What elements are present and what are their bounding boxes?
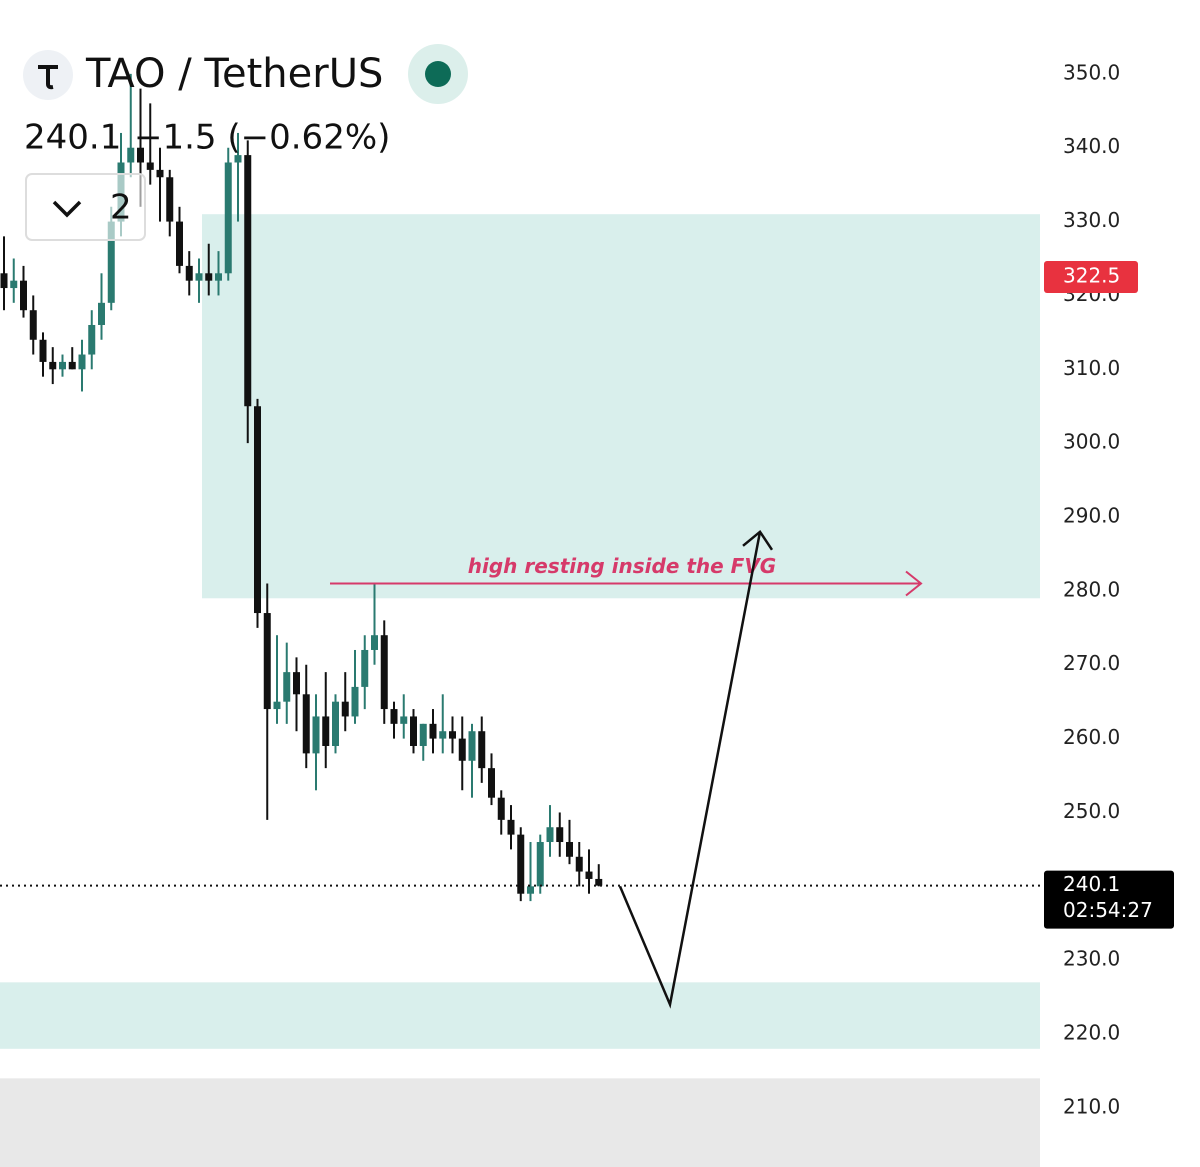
candle-body [29, 310, 37, 340]
annotation-text: high resting inside the FVG [468, 554, 776, 578]
zone [0, 982, 1040, 1049]
candle-body [585, 871, 593, 879]
candle-body [419, 723, 427, 746]
zone [0, 1078, 1040, 1167]
y-tick-label: 310.0 [1063, 356, 1120, 380]
countdown-label: 02:54:27 [1063, 898, 1153, 922]
y-tick-label: 260.0 [1063, 725, 1120, 749]
candle-body [176, 221, 183, 266]
candle-body [361, 649, 369, 687]
y-tick-label: 300.0 [1063, 430, 1120, 454]
candle-body [234, 155, 242, 163]
candle-body [322, 716, 330, 746]
candle-body [205, 273, 213, 281]
y-tick-label: 270.0 [1063, 651, 1120, 675]
plot-area: high resting inside the FVG [0, 73, 1040, 1167]
chevron[interactable] [52, 200, 82, 218]
candle-body [312, 716, 320, 754]
candle-body [497, 797, 505, 820]
annotation-arrowhead [905, 570, 923, 597]
candle-body [39, 339, 47, 362]
candle-body [400, 716, 408, 724]
candle-body [595, 878, 603, 886]
candle-body [380, 635, 388, 710]
current-price-tag [1044, 870, 1174, 929]
y-tick-label: 340.0 [1063, 134, 1120, 158]
candle-body [146, 162, 154, 170]
interval-dropdown[interactable] [25, 173, 146, 241]
candle-body [59, 361, 66, 370]
candle-body [390, 709, 398, 724]
y-tick-label: 220.0 [1063, 1021, 1120, 1045]
candle-body [156, 169, 164, 178]
y-tick-label: 290.0 [1063, 504, 1120, 528]
candle-body [449, 731, 456, 739]
candle-body [88, 324, 96, 355]
candle-body [185, 265, 193, 281]
y-tick-label: 280.0 [1063, 577, 1120, 601]
candle-body [224, 162, 232, 274]
candle-body [575, 856, 583, 872]
candle-body [78, 354, 86, 370]
candle-body [517, 834, 525, 894]
current-price-label: 240.1 [1063, 872, 1120, 896]
y-tick-label: 250.0 [1063, 799, 1120, 823]
status-dot [425, 61, 451, 87]
y-tick-label: 230.0 [1063, 947, 1120, 971]
symbol-glyph [38, 65, 58, 90]
alert-price-tag [1044, 260, 1138, 293]
candle-body [0, 273, 8, 289]
candle-body [166, 177, 174, 222]
candle-body [10, 280, 18, 289]
candle-body [302, 694, 310, 754]
candle-body [20, 280, 27, 311]
candle-body [410, 716, 417, 746]
candle-body [137, 147, 144, 163]
candle-body [68, 361, 76, 370]
candle-body [244, 155, 252, 407]
y-tick-label: 330.0 [1063, 208, 1120, 232]
interval-count[interactable]: 2 [110, 188, 132, 228]
candle-body [263, 613, 271, 710]
candle-body [507, 819, 515, 835]
candle-body [107, 221, 115, 303]
candle-body [195, 273, 203, 281]
candle-body [49, 361, 57, 370]
y-tick-label: 350.0 [1063, 60, 1120, 84]
candle-body [556, 827, 564, 843]
projection-arrowhead [742, 529, 774, 551]
candle-body [254, 406, 261, 614]
alert-price-label: 322.5 [1063, 263, 1120, 287]
candle-body [351, 686, 359, 717]
candle-body [429, 723, 437, 739]
candle-body [536, 842, 544, 887]
price-change: −1.5 (−0.62%) [134, 118, 390, 158]
candle-body [458, 738, 466, 761]
candle-body [371, 635, 378, 650]
candle-body [488, 768, 495, 798]
candle-body [341, 701, 349, 717]
candle-body [98, 302, 105, 325]
y-tick-label: 210.0 [1063, 1094, 1120, 1118]
candle-body [527, 886, 534, 894]
last-price: 240.1 [24, 118, 121, 158]
candle-body [273, 701, 281, 710]
candle-body [439, 731, 447, 739]
candle-body [127, 147, 135, 163]
candle-body [293, 672, 300, 695]
chart-title: TAO / TetherUS [85, 51, 383, 97]
candle-body [566, 842, 573, 857]
candle-body [283, 672, 291, 702]
candle-body [478, 731, 486, 769]
candle-body [546, 827, 554, 843]
candle-body [215, 273, 222, 281]
projection-path [618, 531, 762, 1009]
candle-body [332, 701, 339, 746]
header: TAO / TetherUS 240.1 −1.5 (−0.62%) 2 [23, 44, 468, 241]
zone [202, 214, 1040, 599]
candle-body [468, 731, 476, 761]
